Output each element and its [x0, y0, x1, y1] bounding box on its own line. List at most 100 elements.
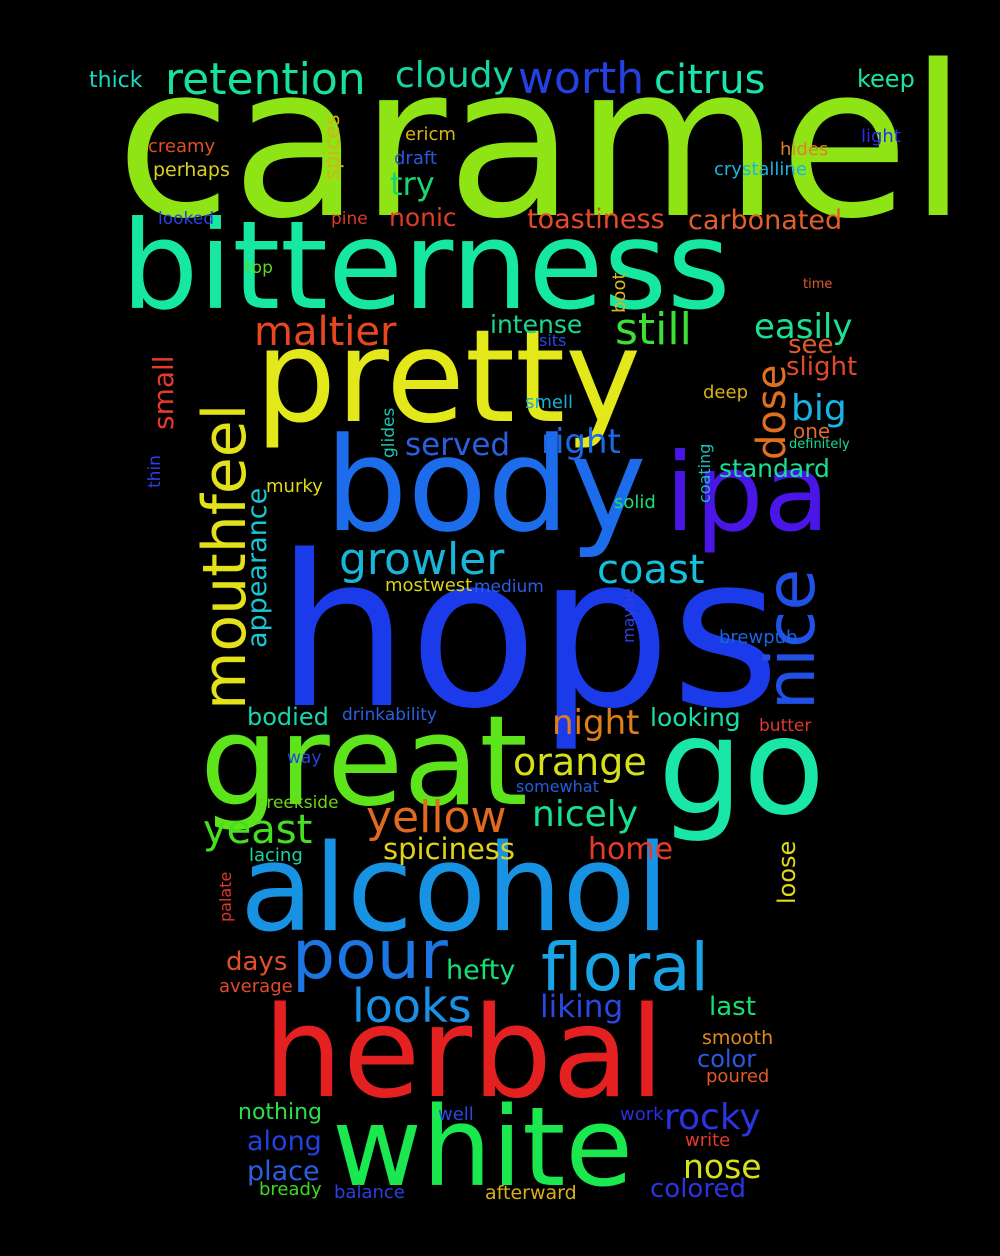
word-bitterness: bitterness [121, 195, 731, 337]
word-slight: slight [786, 352, 858, 382]
word-white: white [332, 1083, 634, 1211]
word-brewpub: brewpub [719, 627, 798, 648]
word-sits: sits [539, 331, 567, 350]
word-easily: easily [754, 307, 853, 347]
word-hefty: hefty [446, 955, 516, 986]
word-bready: bready [259, 1179, 322, 1200]
word-smooth: smooth [702, 1027, 774, 1049]
word-deep: deep [703, 382, 748, 403]
word-looks: looks [352, 979, 472, 1033]
word-drinkability: drinkability [342, 705, 437, 725]
word-murky: murky [266, 476, 323, 497]
word-spiciness: spiciness [383, 832, 516, 866]
word-great: great [200, 690, 528, 834]
word-coast: coast [597, 547, 705, 593]
word-coating: coating [695, 443, 714, 503]
word-worth: worth [518, 53, 645, 104]
word-palate: palate [216, 871, 235, 922]
word-colored: colored [650, 1174, 746, 1204]
word-somewhat: somewhat [516, 777, 599, 796]
word-try: try [390, 165, 435, 203]
word-crystalline: crystalline [714, 159, 807, 180]
word-creamy: creamy [148, 136, 216, 157]
word-looked: looked [158, 209, 215, 229]
word-nicely: nicely [532, 794, 639, 835]
word-alcohol: alcohol [240, 820, 670, 959]
word-solid: solid [614, 492, 656, 513]
word-definitely: definitely [789, 437, 850, 452]
word-liking: liking [540, 989, 624, 1025]
word-lacing: lacing [249, 845, 303, 866]
word-growler: growler [339, 534, 505, 585]
word-thin: thin [145, 455, 165, 488]
word-nothing: nothing [238, 1100, 322, 1125]
word-perhaps: perhaps [153, 159, 230, 181]
word-medium: medium [474, 577, 544, 597]
word-retention: retention [165, 54, 366, 105]
word-cloudy: cloudy [395, 55, 514, 96]
word-pretty: pretty [255, 303, 641, 452]
word-spices: spices [320, 114, 344, 180]
word-caramel: caramel [116, 20, 968, 265]
word-way: way [287, 748, 322, 768]
word-carbonated: carbonated [688, 205, 843, 236]
word-appearance: appearance [242, 487, 273, 648]
word-orange: orange [513, 740, 647, 784]
word-color: color [697, 1045, 757, 1073]
word-thick: thick [89, 68, 143, 93]
word-light: light [861, 126, 901, 147]
word-hides: hides [780, 139, 829, 160]
word-work: work [620, 1104, 664, 1125]
word-draft: draft [394, 148, 437, 169]
word-balance: balance [334, 1182, 405, 1203]
word-nonic: nonic [389, 203, 457, 232]
word-creekside: creekside [257, 793, 339, 813]
word-go: go [658, 689, 826, 845]
word-mostwest: mostwest [385, 575, 473, 596]
word-pine: pine [331, 209, 368, 229]
word-big: big [791, 388, 847, 429]
word-home: home [588, 832, 674, 867]
word-ericm: ericm [405, 124, 456, 145]
word-night: night [552, 703, 640, 743]
word-floral: floral [541, 929, 709, 1006]
word-small: small [147, 355, 180, 430]
word-along: along [247, 1126, 322, 1157]
word-standard: standard [719, 454, 830, 483]
word-citrus: citrus [654, 57, 766, 103]
word-well: well [438, 1104, 474, 1125]
word-served: served [405, 427, 511, 463]
word-toastiness: toastiness [527, 204, 665, 235]
word-pour: pour [292, 916, 448, 995]
word-keep: keep [857, 65, 915, 93]
word-top: top [245, 258, 273, 278]
word-intense: intense [490, 310, 583, 339]
word-loose: loose [773, 840, 801, 904]
word-still: still [615, 304, 692, 355]
word-poured: poured [706, 1066, 770, 1087]
word-smell: smell [525, 392, 573, 413]
word-herbal: herbal [263, 979, 665, 1126]
word-right: right [541, 422, 621, 462]
word-days: days [226, 947, 288, 977]
word-nose: nose [683, 1147, 762, 1186]
word-time: time [803, 277, 833, 292]
word-average: average [219, 976, 293, 997]
word-glides: glides [379, 407, 399, 458]
word-afterward: afterward [485, 1182, 577, 1204]
word-yeast: yeast [203, 807, 313, 853]
word-yellow: yellow [366, 792, 507, 843]
word-bodied: bodied [247, 703, 329, 731]
word-butter: butter [759, 716, 812, 736]
word-place: place [247, 1156, 320, 1187]
word-last: last [709, 992, 756, 1022]
word-see: see [788, 330, 834, 360]
word-looking: looking [650, 703, 741, 732]
word-one: one [793, 419, 831, 443]
word-maybe: maybe [619, 588, 638, 643]
word-write: write [685, 1130, 731, 1151]
word-ipa: ipa [665, 431, 830, 556]
word-rocky: rocky [664, 1097, 761, 1138]
word-hops: hops [276, 510, 781, 755]
